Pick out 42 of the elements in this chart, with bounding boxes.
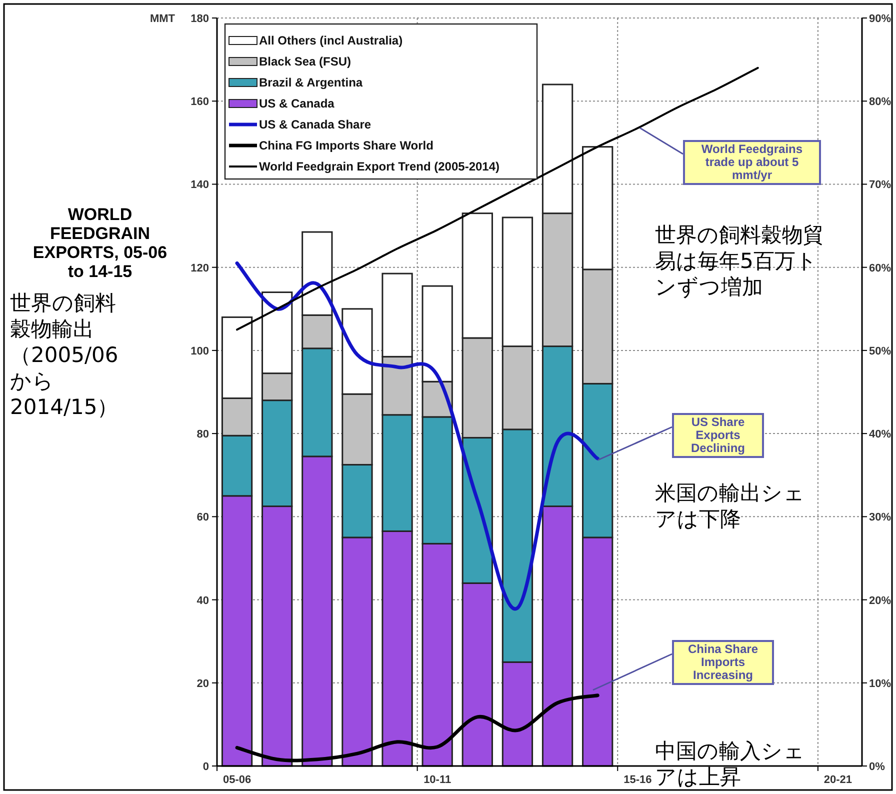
legend-label: All Others (incl Australia) — [259, 34, 403, 48]
legend-label: China FG Imports Share World — [259, 138, 434, 152]
legend-label: World Feedgrain Export Trend (2005-2014) — [259, 160, 500, 174]
text: 世界の飼料穀物輸出（2005/06から2014/15） — [10, 290, 120, 420]
line-series — [235, 261, 600, 610]
text: WORLD FEEDGRAIN EXPORTS, 05-06 to 14-15 — [32, 205, 168, 281]
x-tick-label: 05-06 — [222, 774, 252, 786]
annotation: US Share Exports Declining — [672, 413, 764, 458]
annotation: 世界の飼料穀物貿易は毎年5百万トンずつ増加 — [655, 222, 825, 300]
y-tick-label: 120 — [190, 262, 209, 274]
y-tick-label: 40 — [196, 594, 209, 607]
line-series — [235, 694, 600, 762]
y2-tick-label: 90% — [869, 13, 892, 25]
x-tick-label: 10-11 — [424, 774, 452, 786]
annotation: China Share Imports Increasing — [672, 640, 774, 685]
y-tick-label: 0 — [202, 761, 209, 773]
y-tick-label: 20 — [196, 678, 209, 690]
x-tick-label: 20-21 — [824, 774, 852, 786]
y2-tick-label: 30% — [869, 512, 892, 524]
legend-label: US & Canada Share — [259, 118, 372, 132]
y2-tick-label: 20% — [869, 594, 892, 607]
y-tick-label: 80 — [196, 428, 209, 441]
y-tick-label: 60 — [196, 512, 209, 524]
y2-tick-label: 50% — [869, 345, 892, 358]
y-tick-label: 180 — [190, 13, 209, 25]
y2-tick-label: 10% — [869, 678, 892, 690]
y-tick-label: 140 — [190, 179, 209, 192]
annotation: 米国の輸出シェアは下降 — [655, 480, 806, 532]
y-tick-label: 160 — [190, 96, 209, 108]
x-tick-label: 15-16 — [624, 774, 652, 786]
y2-tick-label: 70% — [869, 179, 892, 192]
annotation: 中国の輸入シェアは上昇 — [655, 738, 806, 790]
legend-label: US & Canada — [259, 96, 335, 110]
y2-tick-label: 40% — [869, 428, 892, 441]
annotation: World Feedgrains trade up about 5 mmt/yr — [683, 140, 821, 185]
y2-tick-label: 60% — [869, 262, 892, 274]
legend-label: Black Sea (FSU) — [259, 54, 352, 68]
legend-label: Brazil & Argentina — [259, 76, 363, 90]
y2-tick-label: 0% — [869, 761, 886, 773]
y2-tick-label: 80% — [869, 96, 892, 108]
y-axis-title: MMT — [150, 13, 176, 25]
y-tick-label: 100 — [190, 345, 209, 358]
